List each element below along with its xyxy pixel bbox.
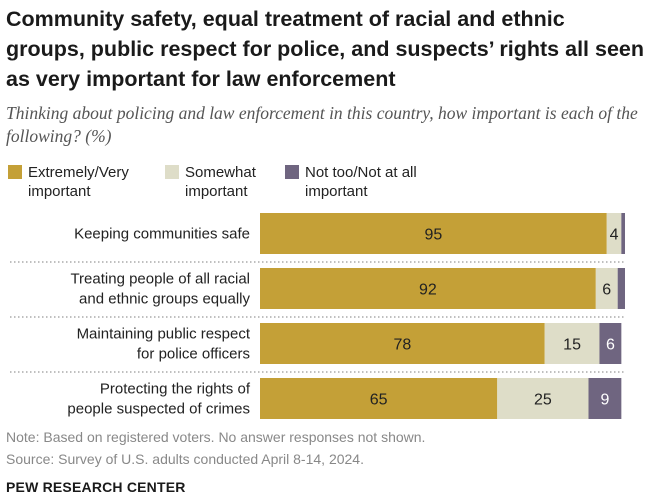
category-label: people suspected of crimes: [67, 401, 250, 418]
bar-segment-not: [617, 268, 625, 309]
data-label: 9: [600, 392, 609, 409]
data-label: 6: [606, 337, 615, 354]
legend-swatch: [285, 165, 299, 179]
data-label: 78: [393, 337, 411, 354]
category-label: Maintaining public respect: [77, 326, 251, 343]
bar-segment-not: [621, 213, 625, 254]
category-label: Treating people of all racial: [70, 271, 250, 288]
chart-subtitle: Thinking about policing and law enforcem…: [6, 103, 638, 146]
legend-label: Extremely/Very important: [28, 164, 129, 200]
bar-segment-somewhat: [497, 378, 589, 419]
legend-item-2: Somewhat important: [165, 163, 256, 201]
bar-segment-very: [260, 378, 498, 419]
legend-item-3: Not too/Not at all important: [285, 163, 417, 201]
note-text: Note: Based on registered voters. No ans…: [6, 429, 426, 445]
bar-segment-somewhat: [606, 213, 622, 254]
bar-segment-very: [260, 213, 607, 254]
bar-segment-somewhat: [544, 323, 600, 364]
data-label: 4: [610, 227, 619, 244]
bar-segment-not: [599, 323, 622, 364]
data-label: 25: [534, 392, 552, 409]
legend-swatch: [8, 165, 22, 179]
legend: Extremely/Very important Somewhat important…: [0, 163, 650, 207]
stacked-bar-chart: Keeping communities safe 95 4 Treating peop…: [10, 213, 625, 419]
bar-segment-somewhat: [595, 268, 618, 309]
data-label: 95: [424, 227, 442, 244]
legend-item-1: Extremely/Very important: [8, 163, 129, 201]
legend-swatch: [165, 165, 179, 179]
bar-segment-very: [260, 323, 545, 364]
data-label: 15: [563, 337, 581, 354]
bar-segment-not: [588, 378, 622, 419]
data-label: 6: [602, 282, 611, 299]
category-label: Protecting the rights of: [100, 381, 251, 398]
bar-segment-very: [260, 268, 596, 309]
legend-label: Somewhat important: [185, 164, 256, 200]
category-label: for police officers: [137, 346, 250, 363]
source-text: Source: Survey of U.S. adults conducted …: [6, 451, 364, 467]
data-label: 65: [370, 392, 388, 409]
data-label: 92: [419, 282, 437, 299]
category-label: Keeping communities safe: [74, 226, 250, 243]
brand-logo-text: PEW RESEARCH CENTER: [6, 479, 186, 495]
chart-title: Community safety, equal treatment of rac…: [6, 7, 644, 91]
category-label: and ethnic groups equally: [79, 291, 250, 308]
legend-label: Not too/Not at all important: [305, 164, 417, 200]
